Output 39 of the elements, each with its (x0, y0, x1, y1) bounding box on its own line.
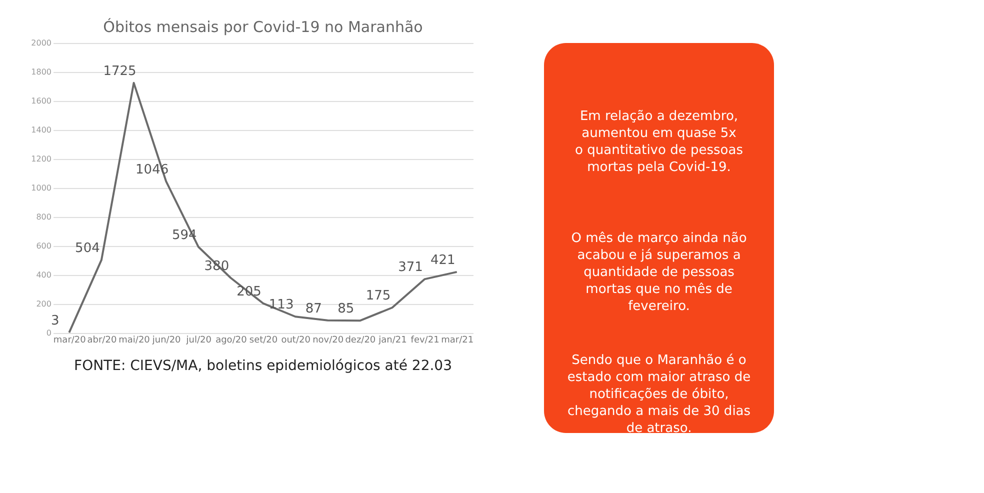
y-tick-label: 2000 (31, 38, 52, 48)
x-tick-label: out/20 (281, 336, 311, 346)
x-tick-label: nov/20 (312, 336, 344, 346)
x-tick-label: set/20 (249, 336, 278, 346)
y-tick-label: 400 (36, 270, 52, 280)
y-tick-label: 800 (36, 212, 52, 222)
y-tick-label: 1200 (31, 154, 52, 164)
chart-title: Óbitos mensais por Covid-19 no Maranhão (103, 18, 423, 36)
x-tick-label: mar/20 (53, 336, 86, 346)
data-label: 113 (268, 298, 294, 313)
x-tick-label: abr/20 (87, 336, 117, 346)
data-label: 85 (338, 302, 354, 317)
text: Em relação a dezembro, aumentou em quase 5x o quantitativo de pessoas mortas pela Covid-19. (575, 109, 744, 176)
data-label: 371 (398, 260, 423, 276)
x-tick-label: jan/21 (378, 336, 407, 346)
y-tick-label: 1600 (31, 96, 52, 106)
x-tick-label: mai/20 (118, 336, 150, 346)
y-tick-label: 600 (36, 242, 52, 250)
data-label: 421 (430, 252, 456, 268)
data-label: 504 (75, 240, 100, 256)
data-label: 3 (51, 314, 60, 329)
y-tick-label: 200 (36, 300, 52, 308)
y-tick-label: 1000 (31, 184, 52, 192)
source-note: FONTE: CIEVS/MA, boletins epidemiológicos até 22.03 (74, 358, 452, 374)
line-series (68, 82, 458, 334)
data-label: 87 (305, 301, 322, 316)
x-tick-label: jun/20 (151, 336, 182, 346)
text: O mês de março ainda não acabou e já superamos a quantidade de pessoas mortas que no mês de fevereiro. (571, 231, 747, 314)
x-tick-label: fev/21 (410, 336, 440, 346)
x-tick-label: ago/20 (216, 336, 248, 346)
x-tick-label: jul/20 (185, 336, 212, 346)
x-tick-label: mar/21 (441, 336, 474, 346)
data-label: 175 (366, 288, 391, 304)
y-tick-label: 1400 (31, 126, 52, 134)
y-tick-label: 1800 (31, 68, 52, 76)
y-tick-label: 0 (46, 328, 52, 338)
x-tick-label: dez/20 (345, 336, 376, 346)
data-label: 1725 (103, 64, 136, 79)
text: Sendo que o Maranhão é o estado com maior atraso de notificações de óbito, chegando a mais de 30 dias de atraso. (567, 352, 751, 436)
